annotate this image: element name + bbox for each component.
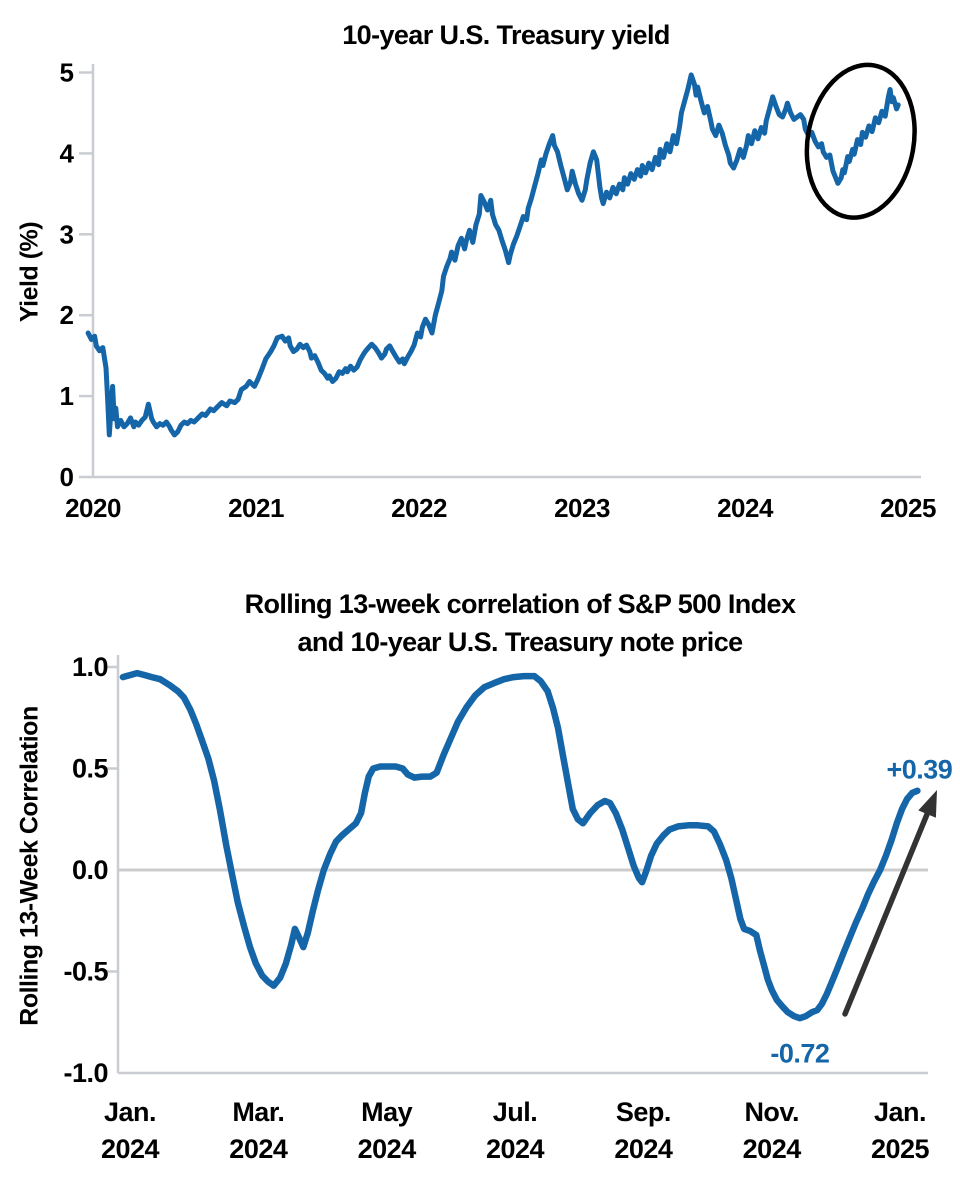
yield-y-tick-label: 5 [60,58,74,88]
yield-y-tick-label: 3 [60,219,74,249]
treasury-yield-line [85,72,901,438]
correlation-low-annotation: -0.72 [770,1038,830,1069]
yield-x-tick-label: 2024 [717,493,774,523]
yield-x-tick-label: 2025 [880,493,936,523]
yield-x-tick-label: 2021 [228,493,284,523]
yield-y-tick-label: 0 [60,462,74,492]
yield-axis-title: Yield (%) [15,221,44,323]
trend-arrow-line [842,807,932,1017]
correlation-x-tick-label-month: Jul. [493,1097,538,1127]
trend-arrow-head-icon [918,790,937,818]
correlation-x-tick-label-year: 2024 [743,1134,802,1164]
correlation-x-tick-label-year: 2024 [229,1134,288,1164]
correlation-y-tick-label: 0.0 [72,855,108,885]
correlation-x-tick-label-year: 2024 [101,1134,160,1164]
correlation-y-tick-label: -1.0 [63,1058,108,1088]
correlation-y-tick-label: 0.5 [72,754,109,784]
correlation-high-annotation: +0.39 [886,754,953,785]
correlation-chart-title-line1: Rolling 13-week correlation of S&P 500 I… [244,589,796,619]
correlation-y-tick-label: 1.0 [72,652,108,682]
correlation-x-tick-label-month: Mar. [232,1097,284,1127]
highlight-ellipse-annotation [804,62,917,220]
correlation-x-tick-label-month: Nov. [744,1097,799,1127]
correlation-chart-title-line2: and 10-year U.S. Treasury note price [297,627,743,657]
correlation-x-tick-label-month: Sep. [616,1097,671,1127]
correlation-axis-title: Rolling 13-Week Correlation [15,706,44,1026]
treasury-yield-chart-title: 10-year U.S. Treasury yield [342,20,670,50]
yield-y-tick-label: 2 [60,300,74,330]
yield-x-tick-label: 2023 [554,493,610,523]
yield-x-tick-label: 2022 [391,493,447,523]
correlation-line [119,669,921,1022]
yield-y-tick-label: 4 [60,138,75,168]
correlation-x-tick-label-year: 2024 [358,1134,417,1164]
yield-y-tick-label: 1 [60,381,74,411]
correlation-x-tick-label-year: 2025 [871,1134,930,1164]
yield-x-tick-label: 2020 [65,493,121,523]
correlation-chart-title: Rolling 13-week correlation of S&P 500 I… [80,585,960,661]
correlation-y-tick-label: -0.5 [63,957,108,987]
correlation-x-tick-label-year: 2024 [486,1134,545,1164]
correlation-x-tick-label-month: Jan. [104,1097,156,1127]
correlation-x-tick-label-year: 2024 [614,1134,673,1164]
correlation-x-tick-label-month: Jan. [874,1097,926,1127]
correlation-x-tick-label-month: May [361,1097,413,1127]
